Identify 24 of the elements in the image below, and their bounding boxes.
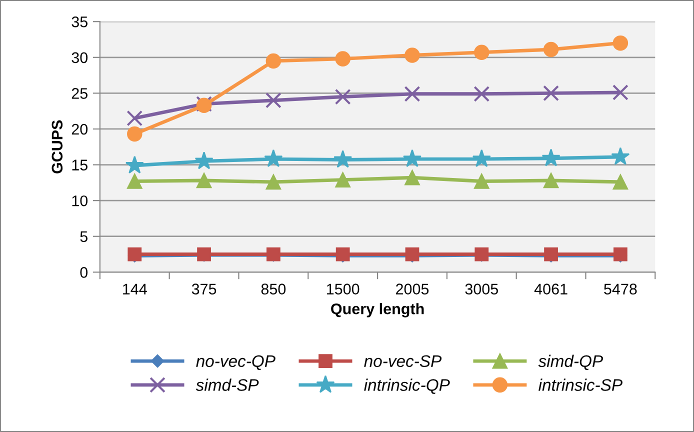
legend-label: no-vec-SP [364, 355, 442, 368]
y-tick-label: 10 [72, 195, 88, 206]
x-tick-label: 3005 [465, 284, 498, 294]
x-axis-title: Query length [331, 303, 424, 318]
x-tick-label: 2005 [396, 284, 429, 294]
x-tick-label: 1500 [327, 284, 360, 294]
x-tick-label: 4061 [534, 284, 568, 294]
y-tick-label: 5 [80, 231, 88, 242]
legend-label: simd-SP [196, 378, 259, 391]
y-tick-label: 0 [80, 267, 88, 278]
legend-label: simd-QP [538, 354, 603, 370]
y-tick-label: 15 [72, 160, 88, 170]
x-tick-label: 850 [261, 284, 286, 294]
x-tick-label: 375 [192, 284, 216, 294]
y-tick-label: 35 [72, 16, 88, 28]
legend-label: intrinsic-QP [364, 378, 450, 394]
y-tick-label: 20 [72, 124, 88, 135]
x-tick-label: 5478 [604, 284, 637, 294]
y-axis-title: GCUPS [52, 120, 63, 174]
legend-label: no-vec-QP [196, 355, 276, 370]
y-tick-label: 25 [72, 88, 88, 99]
legend-label: intrinsic-SP [538, 378, 622, 391]
x-tick-label: 144 [123, 284, 147, 294]
y-tick-label: 30 [72, 52, 88, 64]
